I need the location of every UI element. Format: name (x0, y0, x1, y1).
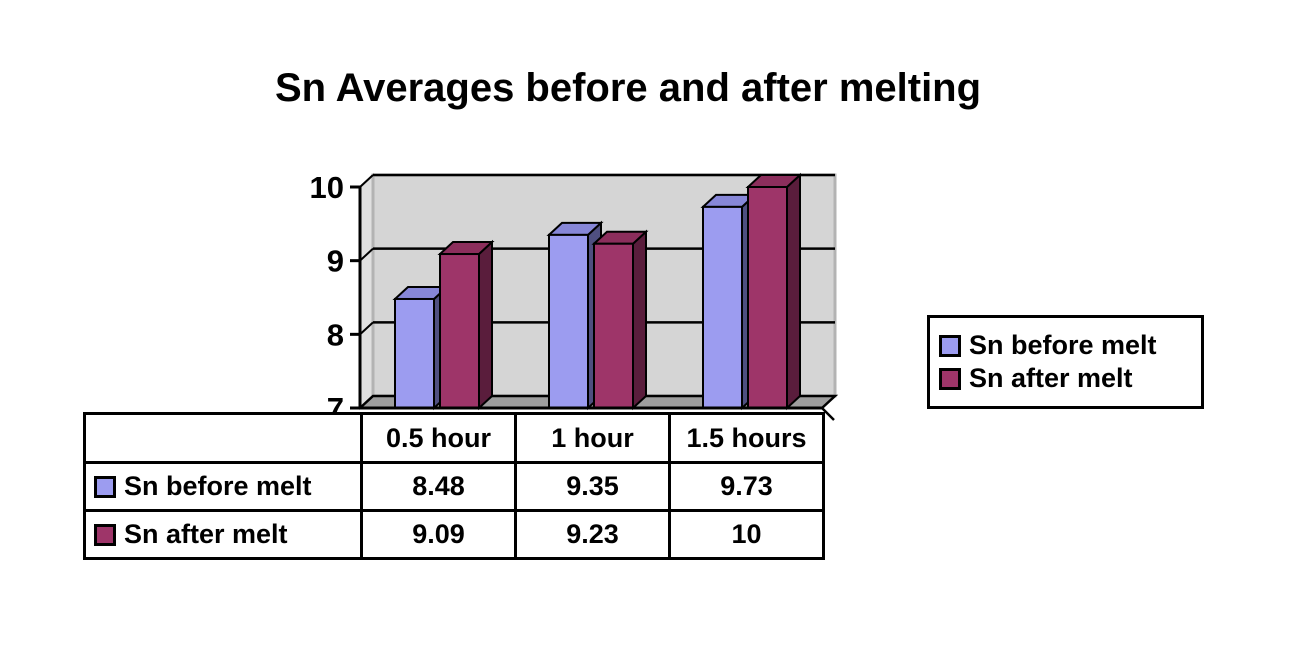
bar-front-face (394, 297, 435, 409)
value-cell: 9.73 (668, 461, 825, 512)
bar-front-face (593, 242, 634, 409)
table-header-row: 0.5 hour 1 hour 1.5 hours (83, 412, 825, 464)
side-wall (359, 172, 374, 411)
value-cell: 8.48 (360, 461, 517, 512)
value-cell: 9.23 (514, 509, 671, 560)
legend-entry-sn-before-melt: Sn before melt (939, 332, 1201, 359)
bar-front-face (747, 186, 788, 409)
bars (392, 172, 803, 411)
bar-front-face (702, 205, 743, 409)
legend-label: Sn before melt (969, 330, 1157, 360)
x-axis-corner-tick (821, 407, 835, 421)
legend: Sn before melt Sn after melt (927, 315, 1204, 409)
table-corner-spacer (83, 412, 363, 464)
table-row-sn-after-melt: Sn after melt 9.09 9.23 10 (83, 509, 825, 560)
category-header: 0.5 hour (360, 412, 517, 464)
bar-side-face (632, 229, 647, 411)
bar-sn-after-melt-1.5-hours (745, 172, 803, 411)
series-label-cell: Sn before melt (83, 461, 363, 512)
table-row-sn-before-melt: Sn before melt 8.48 9.35 9.73 (83, 461, 825, 512)
bar-sn-after-melt-1-hour (591, 229, 649, 411)
gridline-side-segment (359, 174, 374, 188)
series-name: Sn before melt (124, 471, 312, 501)
y-axis-label: 10 (310, 170, 344, 205)
legend-label: Sn after melt (969, 363, 1133, 393)
gridline-side-segment (359, 321, 374, 336)
value-cell: 10 (668, 509, 825, 560)
category-header: 1.5 hours (668, 412, 825, 464)
legend-entry-sn-after-melt: Sn after melt (939, 365, 1201, 392)
legend-key-icon (939, 334, 961, 357)
series-name: Sn after melt (124, 519, 288, 549)
bar-front-face (439, 253, 480, 409)
series-key-icon (94, 475, 116, 498)
bar-side-face (478, 239, 493, 411)
category-header: 1 hour (514, 412, 671, 464)
value-cell: 9.35 (514, 461, 671, 512)
gridline-side-segment (359, 247, 374, 262)
series-label-cell: Sn after melt (83, 509, 363, 560)
bar-sn-after-melt-0.5-hour (437, 239, 495, 411)
chart-title: Sn Averages before and after melting (274, 66, 982, 110)
y-axis-label: 9 (327, 244, 344, 279)
chart-data-table: 0.5 hour 1 hour 1.5 hours Sn before melt… (83, 412, 825, 560)
bar-front-face (548, 233, 589, 409)
legend-key-icon (939, 367, 961, 390)
y-axis-label: 8 (327, 317, 344, 352)
value-cell: 9.09 (360, 509, 517, 560)
series-key-icon (94, 523, 116, 546)
bar-side-face (786, 172, 801, 411)
